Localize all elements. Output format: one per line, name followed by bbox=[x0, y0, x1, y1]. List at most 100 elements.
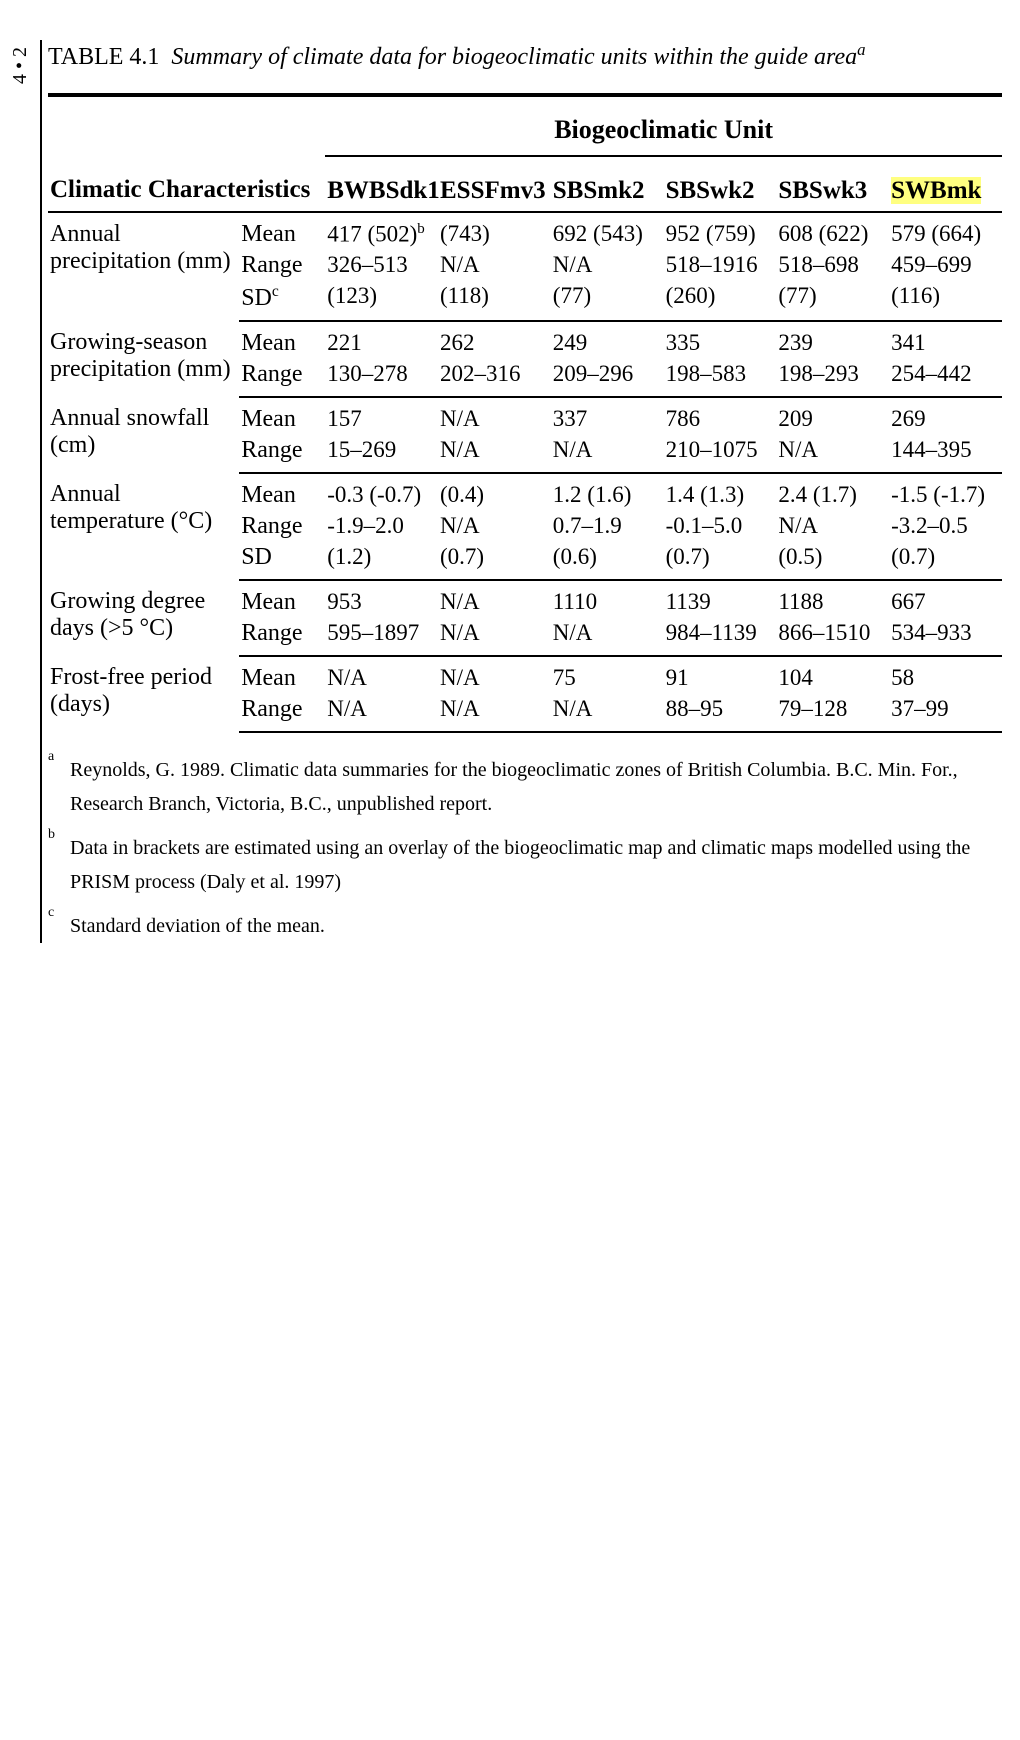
table-cell: 0.7–1.9 bbox=[551, 511, 664, 542]
footnote-mark: c bbox=[48, 905, 70, 939]
table-cell: N/A bbox=[438, 397, 551, 435]
table-cell: N/A bbox=[438, 580, 551, 618]
unit-header: ESSFmv3 bbox=[438, 156, 551, 212]
table-page: TABLE 4.1 Summary of climate data for bi… bbox=[40, 40, 1002, 943]
characteristic-label: Growing degree days (>5 °C) bbox=[48, 580, 239, 656]
footnote: cStandard deviation of the mean. bbox=[48, 909, 1002, 943]
table-cell: 2.4 (1.7) bbox=[776, 473, 889, 511]
table-cell: 335 bbox=[664, 321, 777, 359]
table-cell: (0.6) bbox=[551, 542, 664, 580]
table-cell: 254–442 bbox=[889, 359, 1002, 397]
table-cell: 15–269 bbox=[325, 435, 438, 473]
table-cell: 221 bbox=[325, 321, 438, 359]
table-cell: 88–95 bbox=[664, 694, 777, 732]
table-cell: 534–933 bbox=[889, 618, 1002, 656]
table-cell: 239 bbox=[776, 321, 889, 359]
table-cell: N/A bbox=[438, 656, 551, 694]
stat-label: Mean bbox=[239, 580, 325, 618]
table-cell: 984–1139 bbox=[664, 618, 777, 656]
table-cell: 144–395 bbox=[889, 435, 1002, 473]
table-cell: 75 bbox=[551, 656, 664, 694]
units-spanning-header: Biogeoclimatic Unit bbox=[325, 97, 1002, 156]
table-cell: 459–699 bbox=[889, 250, 1002, 281]
stat-label: Mean bbox=[239, 656, 325, 694]
table-cell: 262 bbox=[438, 321, 551, 359]
table-cell: 341 bbox=[889, 321, 1002, 359]
table-cell: N/A bbox=[438, 435, 551, 473]
table-cell: 667 bbox=[889, 580, 1002, 618]
table-cell: N/A bbox=[325, 694, 438, 732]
characteristic-label: Growing-season precipitation (mm) bbox=[48, 321, 239, 397]
stat-label: SD bbox=[239, 542, 325, 580]
unit-header: SBSwk2 bbox=[664, 156, 777, 212]
characteristic-label: Annual snowfall (cm) bbox=[48, 397, 239, 473]
table-title-sup: a bbox=[857, 40, 865, 59]
table-cell: 1139 bbox=[664, 580, 777, 618]
table-cell: (1.2) bbox=[325, 542, 438, 580]
stat-label: Range bbox=[239, 359, 325, 397]
table-cell: -0.3 (-0.7) bbox=[325, 473, 438, 511]
table-cell: N/A bbox=[438, 250, 551, 281]
table-caption: TABLE 4.1 Summary of climate data for bi… bbox=[48, 40, 1002, 71]
unit-header: SWBmk bbox=[889, 156, 1002, 212]
table-cell: 518–698 bbox=[776, 250, 889, 281]
table-cell: 786 bbox=[664, 397, 777, 435]
stat-label: Range bbox=[239, 435, 325, 473]
footnote-text: Data in brackets are estimated using an … bbox=[70, 831, 1002, 899]
table-cell: N/A bbox=[776, 511, 889, 542]
table-cell: 209 bbox=[776, 397, 889, 435]
table-cell: (118) bbox=[438, 281, 551, 321]
characteristic-label: Annual precipitation (mm) bbox=[48, 213, 239, 321]
table-cell: N/A bbox=[438, 618, 551, 656]
table-cell: 1110 bbox=[551, 580, 664, 618]
table-cell: 579 (664) bbox=[889, 213, 1002, 250]
table-cell: 79–128 bbox=[776, 694, 889, 732]
table-cell: 337 bbox=[551, 397, 664, 435]
table-cell: (0.4) bbox=[438, 473, 551, 511]
table-cell: 518–1916 bbox=[664, 250, 777, 281]
table-cell: 249 bbox=[551, 321, 664, 359]
table-cell: 209–296 bbox=[551, 359, 664, 397]
table-cell: (0.7) bbox=[438, 542, 551, 580]
stat-label: Mean bbox=[239, 321, 325, 359]
stat-label: Range bbox=[239, 250, 325, 281]
table-cell: 595–1897 bbox=[325, 618, 438, 656]
table-cell: 198–293 bbox=[776, 359, 889, 397]
unit-header: SBSmk2 bbox=[551, 156, 664, 212]
table-cell: N/A bbox=[551, 250, 664, 281]
stat-label: Mean bbox=[239, 473, 325, 511]
table-cell: 130–278 bbox=[325, 359, 438, 397]
table-cell: 157 bbox=[325, 397, 438, 435]
table-cell: 953 bbox=[325, 580, 438, 618]
table-cell: N/A bbox=[551, 694, 664, 732]
stat-label: SDc bbox=[239, 281, 325, 321]
table-cell: 1.4 (1.3) bbox=[664, 473, 777, 511]
table-cell: N/A bbox=[551, 435, 664, 473]
table-cell: 104 bbox=[776, 656, 889, 694]
footnote: bData in brackets are estimated using an… bbox=[48, 831, 1002, 899]
table-cell: 608 (622) bbox=[776, 213, 889, 250]
table-cell: (260) bbox=[664, 281, 777, 321]
table-title: Summary of climate data for biogeoclimat… bbox=[171, 44, 857, 70]
table-cell: -0.1–5.0 bbox=[664, 511, 777, 542]
table-cell: -3.2–0.5 bbox=[889, 511, 1002, 542]
table-cell: 202–316 bbox=[438, 359, 551, 397]
footnote-text: Standard deviation of the mean. bbox=[70, 909, 1002, 943]
characteristic-label: Frost-free period (days) bbox=[48, 656, 239, 732]
table-cell: N/A bbox=[438, 511, 551, 542]
characteristic-label: Annual temperature (°C) bbox=[48, 473, 239, 580]
table-cell: (123) bbox=[325, 281, 438, 321]
table-cell: 37–99 bbox=[889, 694, 1002, 732]
footnote-mark: b bbox=[48, 827, 70, 895]
table-cell: 952 (759) bbox=[664, 213, 777, 250]
table-cell: (116) bbox=[889, 281, 1002, 321]
characteristics-header: Climatic Characteristics bbox=[48, 156, 325, 212]
table-cell: 198–583 bbox=[664, 359, 777, 397]
unit-header: BWBSdk1 bbox=[325, 156, 438, 212]
footnote-mark: a bbox=[48, 749, 70, 817]
table-cell: N/A bbox=[325, 656, 438, 694]
table-cell: (0.7) bbox=[664, 542, 777, 580]
table-cell: (0.5) bbox=[776, 542, 889, 580]
table-cell: (743) bbox=[438, 213, 551, 250]
climate-table: Biogeoclimatic UnitClimatic Characterist… bbox=[48, 93, 1002, 733]
